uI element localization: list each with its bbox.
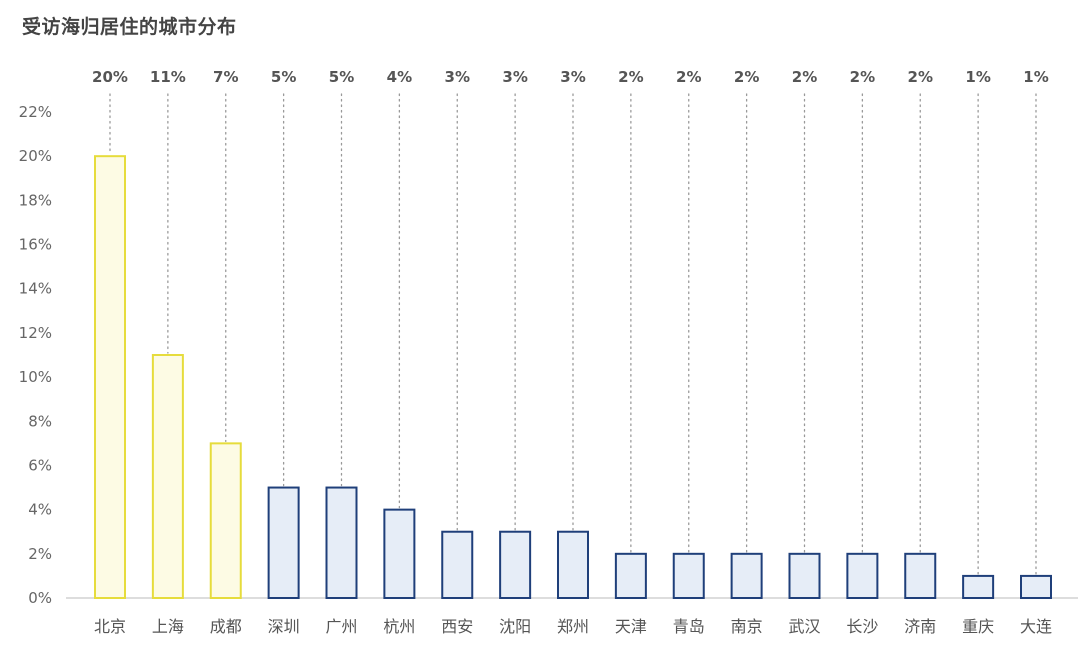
bar <box>557 530 589 600</box>
data-label: 20% <box>92 68 128 86</box>
bar <box>614 552 647 599</box>
bar <box>151 354 184 599</box>
x-tick-label: 深圳 <box>268 617 300 636</box>
data-label: 2% <box>676 68 701 86</box>
y-tick-label: 14% <box>19 280 52 298</box>
data-labels: 20% 11% 7% 5% 5% 4% 3% 3% 3% 2% 2% 2% 2% 2% 2% 1% 1% <box>92 68 1049 86</box>
bar <box>441 530 474 600</box>
x-tick-label: 西安 <box>441 617 473 636</box>
y-tick-label: 8% <box>28 412 52 430</box>
x-tick-label: 长沙 <box>846 617 878 636</box>
bar <box>788 552 821 599</box>
x-tick-label: 天津 <box>615 617 647 636</box>
data-label: 2% <box>734 68 759 86</box>
y-tick-label: 0% <box>28 589 52 607</box>
y-tick-label: 10% <box>19 368 52 386</box>
bar <box>325 486 358 599</box>
x-tick-label: 青岛 <box>673 617 705 636</box>
data-label: 4% <box>387 68 412 86</box>
bar <box>846 552 879 599</box>
x-tick-label: 杭州 <box>383 617 415 636</box>
data-label: 3% <box>560 68 585 86</box>
leader-lines <box>109 93 1037 575</box>
data-label: 1% <box>1023 68 1048 86</box>
bar <box>383 508 416 599</box>
data-label: 11% <box>150 68 186 86</box>
chart-title: 受访海归居住的城市分布 <box>22 16 237 38</box>
x-tick-label: 济南 <box>904 617 936 636</box>
y-tick-label: 22% <box>19 103 52 121</box>
data-label: 2% <box>792 68 817 86</box>
x-tick-label: 郑州 <box>557 617 589 636</box>
data-label: 5% <box>271 68 296 86</box>
x-tick-label: 重庆 <box>962 617 994 636</box>
y-tick-label: 12% <box>19 324 52 342</box>
y-tick-label: 4% <box>28 501 52 519</box>
x-tick-label: 成都 <box>210 617 242 636</box>
x-tick-label: 上海 <box>152 617 184 636</box>
bar <box>209 442 242 600</box>
bar <box>672 552 705 599</box>
data-label: 1% <box>965 68 990 86</box>
x-tick-label: 广州 <box>325 617 357 636</box>
y-tick-label: 6% <box>28 456 52 474</box>
y-tick-label: 20% <box>19 147 52 165</box>
x-tick-label: 武汉 <box>788 617 820 636</box>
data-label: 2% <box>618 68 643 86</box>
bar <box>94 155 126 599</box>
bar <box>730 552 763 599</box>
bar <box>962 574 995 600</box>
data-label: 3% <box>445 68 470 86</box>
data-label: 7% <box>213 68 238 86</box>
data-label: 3% <box>502 68 527 86</box>
x-tick-label: 大连 <box>1020 617 1052 636</box>
bar <box>1020 574 1052 600</box>
x-tick-label: 沈阳 <box>499 617 531 636</box>
category-labels: 北京 上海 成都 深圳 广州 杭州 西安 沈阳 郑州 天津 青岛 南京 武汉 长沙 济南 重庆 大连 <box>94 617 1052 636</box>
x-tick-label: 南京 <box>731 617 763 636</box>
bar <box>904 552 937 599</box>
y-tick-label: 2% <box>28 545 52 563</box>
data-label: 2% <box>850 68 875 86</box>
bar <box>267 486 300 599</box>
x-tick-label: 北京 <box>94 617 126 636</box>
bar <box>499 530 532 600</box>
data-label: 2% <box>908 68 933 86</box>
data-label: 5% <box>329 68 354 86</box>
bars <box>94 155 1052 600</box>
y-tick-label: 16% <box>19 236 52 254</box>
y-tick-label: 18% <box>19 191 52 209</box>
